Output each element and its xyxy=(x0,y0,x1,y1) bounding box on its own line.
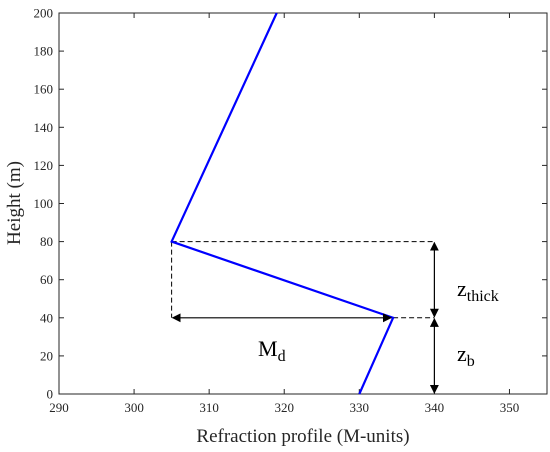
x-tick-label: 320 xyxy=(274,400,294,415)
annotation-arrows xyxy=(171,241,439,394)
y-axis-label: Height (m) xyxy=(4,161,25,245)
zthick-label-main: z xyxy=(457,276,467,301)
md-label-sub: d xyxy=(278,348,286,365)
series-group xyxy=(170,12,395,395)
y-tick-label: 160 xyxy=(34,82,54,97)
y-tick-label: 80 xyxy=(40,234,53,249)
md-label: Md xyxy=(258,336,286,365)
zthick-label-sub: thick xyxy=(467,288,499,305)
y-tick-label: 60 xyxy=(40,272,53,287)
x-tick-label: 300 xyxy=(124,400,144,415)
x-tick-label: 330 xyxy=(350,400,370,415)
md-label-main: M xyxy=(258,336,278,361)
x-tick-label: 310 xyxy=(199,400,219,415)
x-tick-label: 340 xyxy=(425,400,445,415)
dashed-guides xyxy=(171,241,435,319)
x-axis-label: Refraction profile (M-units) xyxy=(196,426,409,447)
x-axis-ticks: 290 300 310 320 330 340 350 xyxy=(49,13,519,415)
x-tick-label: 350 xyxy=(500,400,520,415)
zb-label-sub: b xyxy=(467,353,475,370)
y-tick-label: 120 xyxy=(34,158,54,173)
y-tick-label: 0 xyxy=(47,387,54,402)
plot-frame xyxy=(58,12,548,395)
y-tick-label: 140 xyxy=(34,120,54,135)
series-line xyxy=(170,12,395,395)
zb-label-main: z xyxy=(457,341,467,366)
zthick-label: zthick xyxy=(457,276,499,305)
y-tick-label: 200 xyxy=(34,6,54,21)
y-axis-ticks: 0 20 40 60 80 100 120 140 160 180 200 xyxy=(34,6,547,402)
y-tick-label: 20 xyxy=(40,348,53,363)
zb-label: zb xyxy=(457,341,475,370)
y-tick-label: 180 xyxy=(34,44,54,59)
x-tick-label: 290 xyxy=(49,400,69,415)
y-tick-label: 100 xyxy=(34,196,54,211)
y-tick-label: 40 xyxy=(40,310,53,325)
